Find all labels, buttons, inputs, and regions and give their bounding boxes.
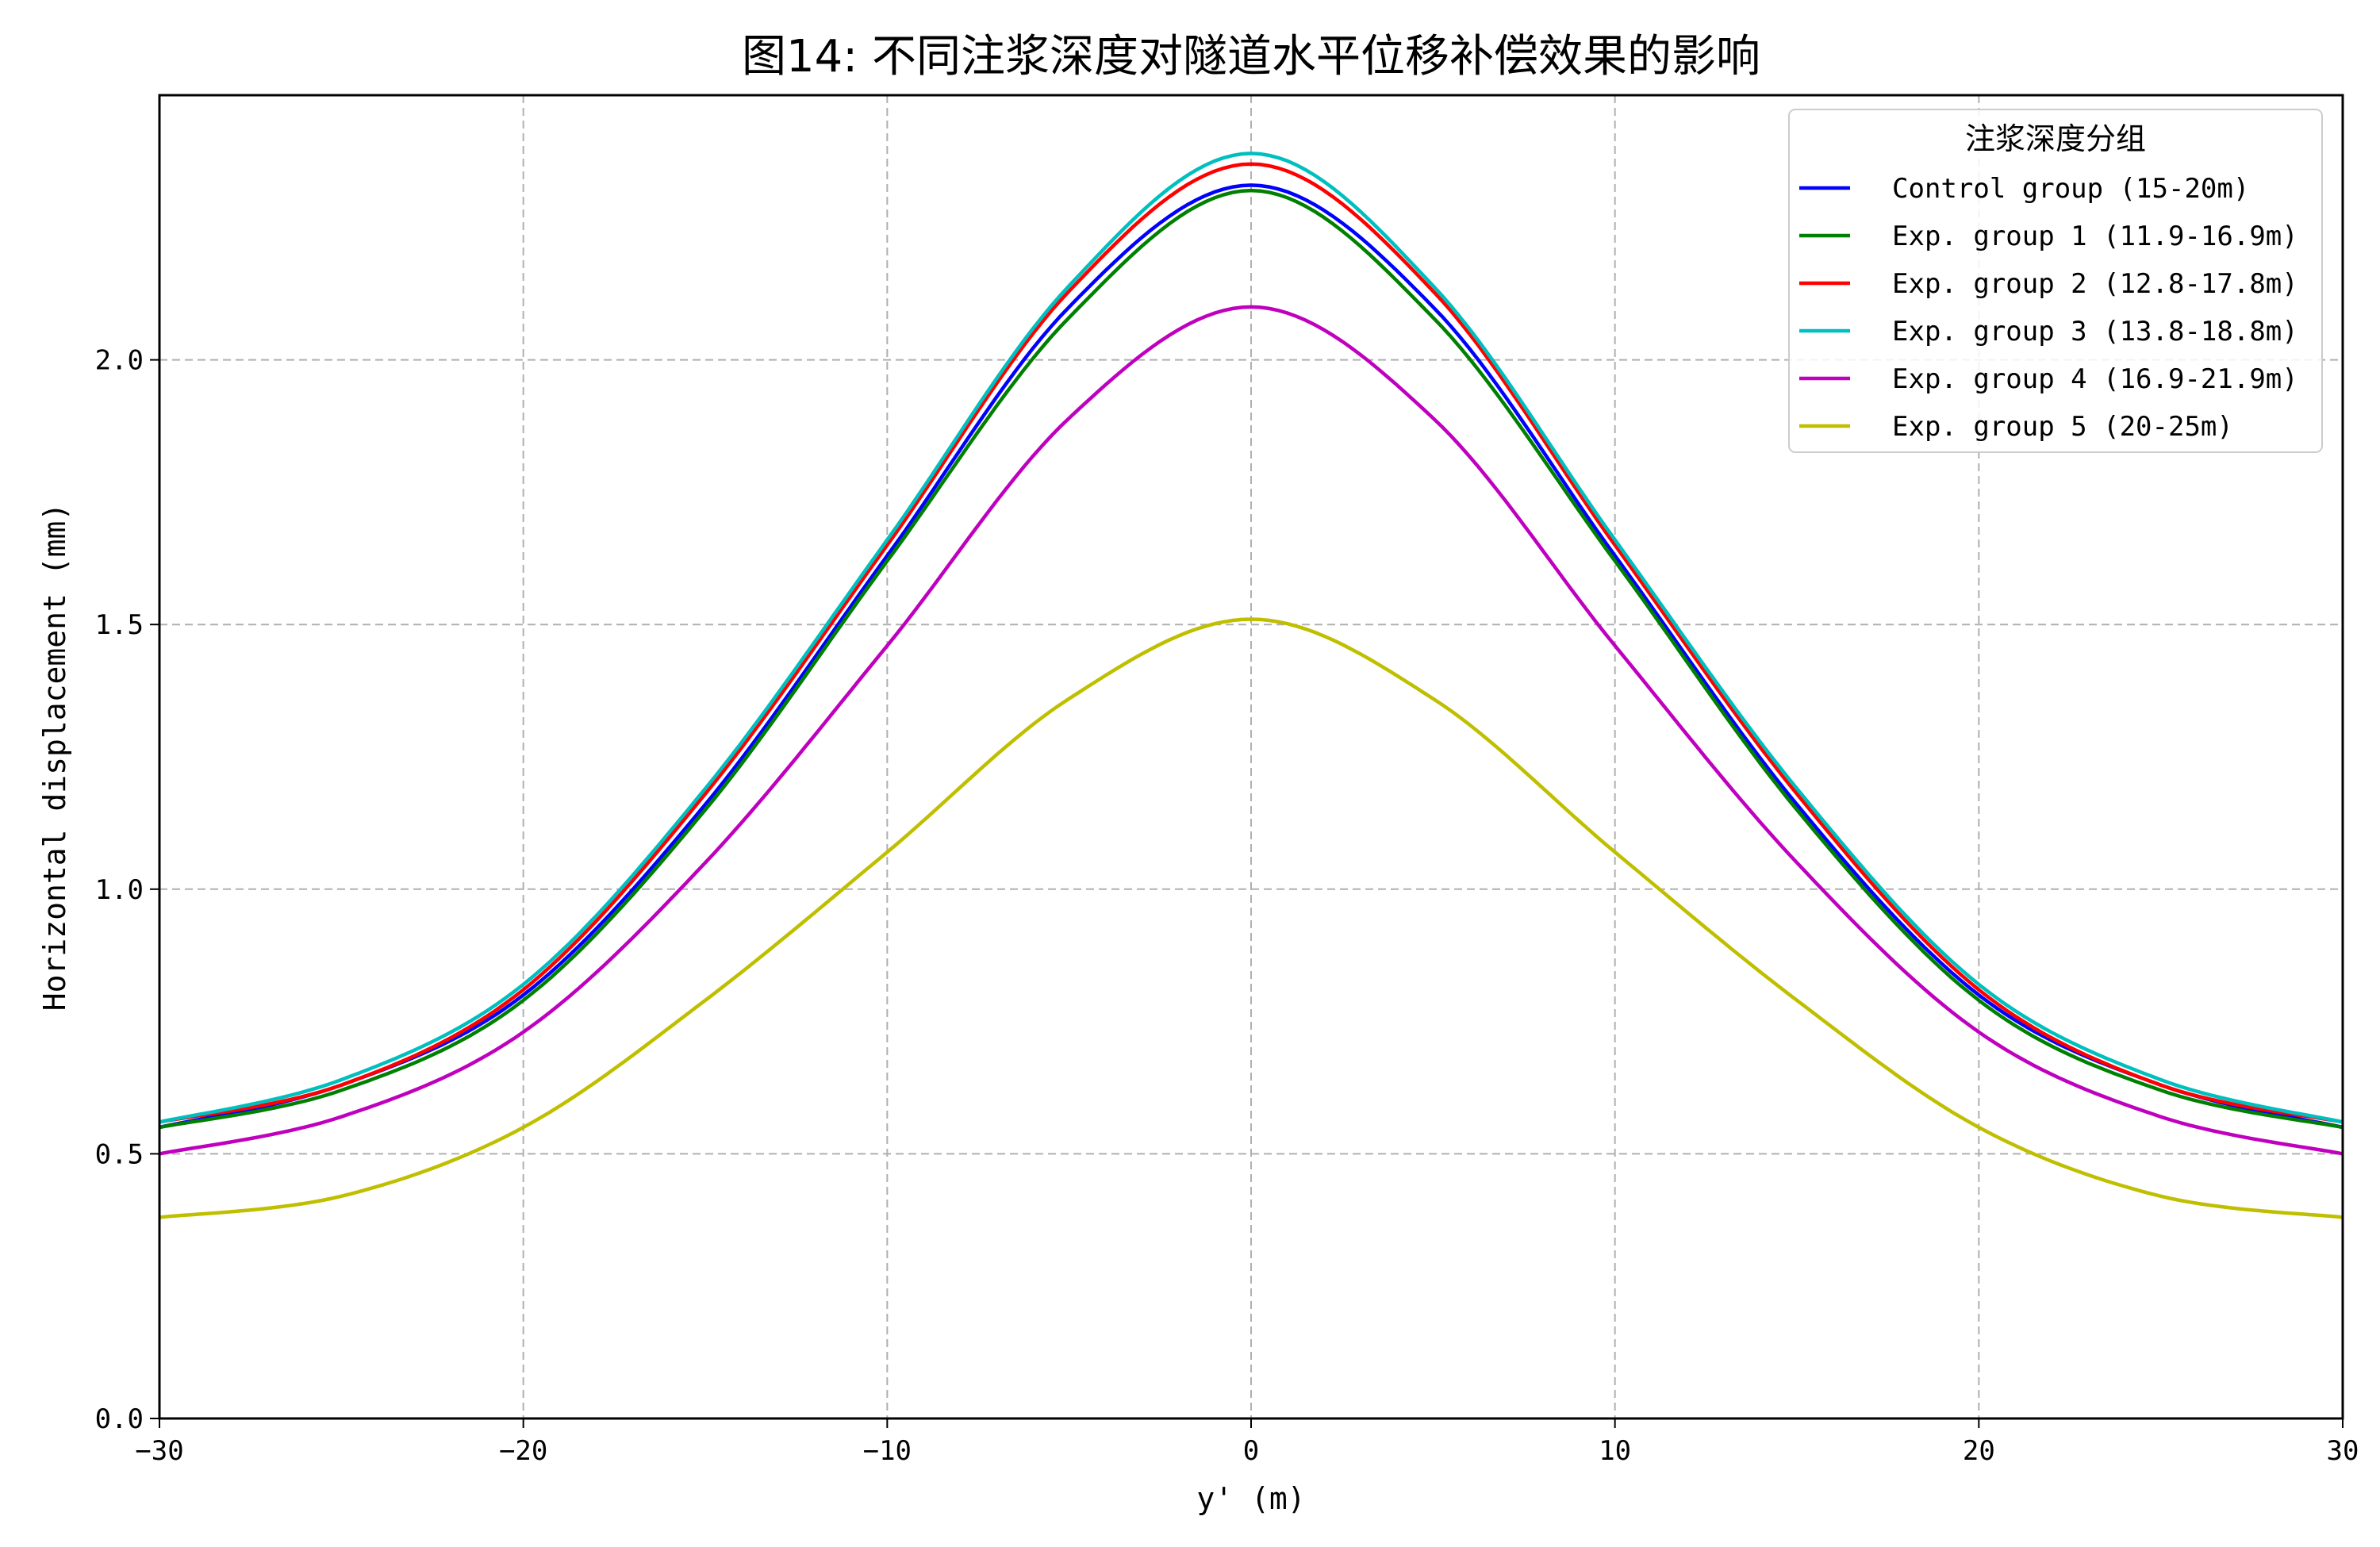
series-line-2 xyxy=(159,188,2344,1130)
series-lines xyxy=(159,152,2344,1219)
y-tick-label: 1.5 xyxy=(95,609,144,641)
x-axis-ticks: −30 −20 −10 0 10 20 30 xyxy=(135,1418,2359,1467)
y-tick-label: 1.0 xyxy=(95,874,144,906)
legend-items: Control group (15-20m) Exp. group 1 (11.9… xyxy=(1799,173,2298,443)
series-line-6 xyxy=(159,617,2344,1219)
legend-label: Exp. group 1 (11.9-16.9m) xyxy=(1892,221,2298,252)
y-tick-label: 0.5 xyxy=(95,1138,144,1170)
legend: 注浆深度分组 Control group (15-20m) Exp. group … xyxy=(1788,109,2323,453)
x-tick-label: −30 xyxy=(135,1435,183,1467)
x-axis-label: y' (m) xyxy=(1196,1481,1305,1516)
legend-label: Exp. group 5 (20-25m) xyxy=(1892,411,2233,443)
x-tick-label: 10 xyxy=(1599,1435,1631,1467)
x-tick-label: 30 xyxy=(2327,1435,2359,1467)
y-axis-ticks: 0.0 0.5 1.0 1.5 2.0 xyxy=(95,345,159,1435)
legend-box xyxy=(1788,109,2323,453)
legend-label: Exp. group 2 (12.8-17.8m) xyxy=(1892,268,2298,300)
legend-label: Exp. group 4 (16.9-21.9m) xyxy=(1892,363,2298,395)
chart-title: 图14: 不同注浆深度对隧道水平位移补偿效果的影响 xyxy=(742,31,1760,83)
y-tick-label: 2.0 xyxy=(95,345,144,377)
x-tick-label: 20 xyxy=(1963,1435,1995,1467)
legend-label: Exp. group 3 (13.8-18.8m) xyxy=(1892,316,2298,347)
series-line-5 xyxy=(159,305,2344,1156)
x-tick-label: −10 xyxy=(863,1435,912,1467)
x-tick-label: −20 xyxy=(499,1435,547,1467)
x-tick-label: 0 xyxy=(1243,1435,1259,1467)
series-line-1 xyxy=(159,183,2344,1130)
y-axis-label: Horizontal displacement (mm) xyxy=(37,503,72,1012)
series-line-4 xyxy=(159,152,2344,1124)
y-tick-label: 0.0 xyxy=(95,1403,144,1435)
legend-title: 注浆深度分组 xyxy=(1965,121,2146,156)
series-line-3 xyxy=(159,162,2344,1124)
legend-label: Control group (15-20m) xyxy=(1892,173,2249,205)
